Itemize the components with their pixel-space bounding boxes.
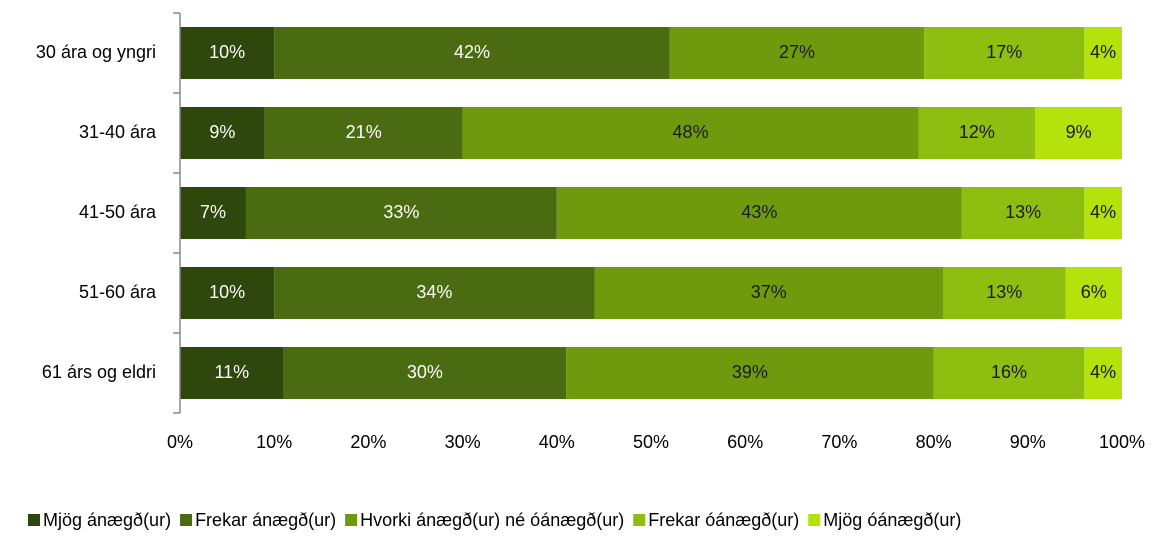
data-label: 34%: [416, 282, 452, 302]
y-tick-label: 51-60 ára: [79, 282, 157, 302]
bar-segment: [961, 187, 1085, 239]
bar-segment: [566, 347, 934, 399]
bar-segment: [1084, 187, 1122, 239]
bar-segment: [594, 267, 944, 319]
bar-segment: [918, 107, 1036, 159]
y-tick-label: 61 árs og eldri: [42, 362, 156, 382]
bar-segment: [1035, 107, 1122, 159]
x-tick-label: 90%: [1010, 432, 1046, 452]
legend-swatch: [180, 514, 193, 526]
x-tick-label: 30%: [445, 432, 481, 452]
bar-segment: [1084, 27, 1122, 79]
bar-segment: [180, 27, 275, 79]
bar-segment: [1084, 347, 1122, 399]
data-label: 9%: [209, 122, 235, 142]
data-label: 48%: [673, 122, 709, 142]
data-label: 7%: [200, 202, 226, 222]
legend-label: Mjög óánægð(ur): [823, 510, 961, 530]
data-label: 37%: [751, 282, 787, 302]
bar-segment: [924, 27, 1085, 79]
bar-segment: [180, 187, 246, 239]
bar-segment: [274, 27, 670, 79]
data-label: 10%: [209, 282, 245, 302]
data-label: 21%: [346, 122, 382, 142]
data-label: 27%: [779, 42, 815, 62]
legend-label: Frekar ánægð(ur): [195, 510, 336, 530]
y-tick-label: 30 ára og yngri: [36, 42, 156, 62]
bar-segment: [462, 107, 919, 159]
data-label: 13%: [1005, 202, 1041, 222]
data-label: 16%: [991, 362, 1027, 382]
legend-swatch: [345, 514, 358, 526]
data-label: 4%: [1090, 202, 1116, 222]
bar-segment: [283, 347, 567, 399]
legend-label: Hvorki ánægð(ur) né óánægð(ur): [360, 510, 624, 530]
data-label: 30%: [407, 362, 443, 382]
bar-segment: [180, 347, 284, 399]
y-tick-label: 41-50 ára: [79, 202, 157, 222]
data-label: 11%: [214, 362, 249, 382]
x-tick-label: 0%: [167, 432, 193, 452]
data-label: 43%: [741, 202, 777, 222]
x-tick-label: 80%: [916, 432, 952, 452]
x-tick-label: 50%: [633, 432, 669, 452]
bar-segment: [264, 107, 463, 159]
x-tick-label: 70%: [821, 432, 857, 452]
data-label: 39%: [732, 362, 768, 382]
bar-segment: [669, 27, 925, 79]
legend-label: Mjög ánægð(ur): [43, 510, 171, 530]
legend-label: Frekar óánægð(ur): [648, 510, 799, 530]
bar-segment: [274, 267, 595, 319]
data-label: 12%: [959, 122, 995, 142]
bar-segment: [556, 187, 962, 239]
data-label: 42%: [454, 42, 490, 62]
bar-segment: [943, 267, 1066, 319]
legend-swatch: [633, 514, 646, 526]
data-label: 4%: [1090, 42, 1116, 62]
bar-segment: [180, 107, 265, 159]
x-tick-label: 40%: [539, 432, 575, 452]
x-tick-label: 100%: [1099, 432, 1145, 452]
y-tick-label: 31-40 ára: [79, 122, 157, 142]
data-label: 10%: [209, 42, 245, 62]
data-label: 13%: [986, 282, 1022, 302]
x-tick-label: 60%: [727, 432, 763, 452]
data-label: 9%: [1066, 122, 1092, 142]
bar-segment: [1065, 267, 1122, 319]
legend-swatch: [808, 514, 821, 526]
bar-segment: [933, 347, 1085, 399]
data-label: 33%: [383, 202, 419, 222]
x-tick-label: 10%: [256, 432, 292, 452]
data-label: 17%: [986, 42, 1022, 62]
x-tick-label: 20%: [350, 432, 386, 452]
bar-segment: [245, 187, 557, 239]
bar-segment: [180, 267, 275, 319]
data-label: 4%: [1090, 362, 1116, 382]
legend-swatch: [28, 514, 40, 526]
data-label: 6%: [1081, 282, 1107, 302]
